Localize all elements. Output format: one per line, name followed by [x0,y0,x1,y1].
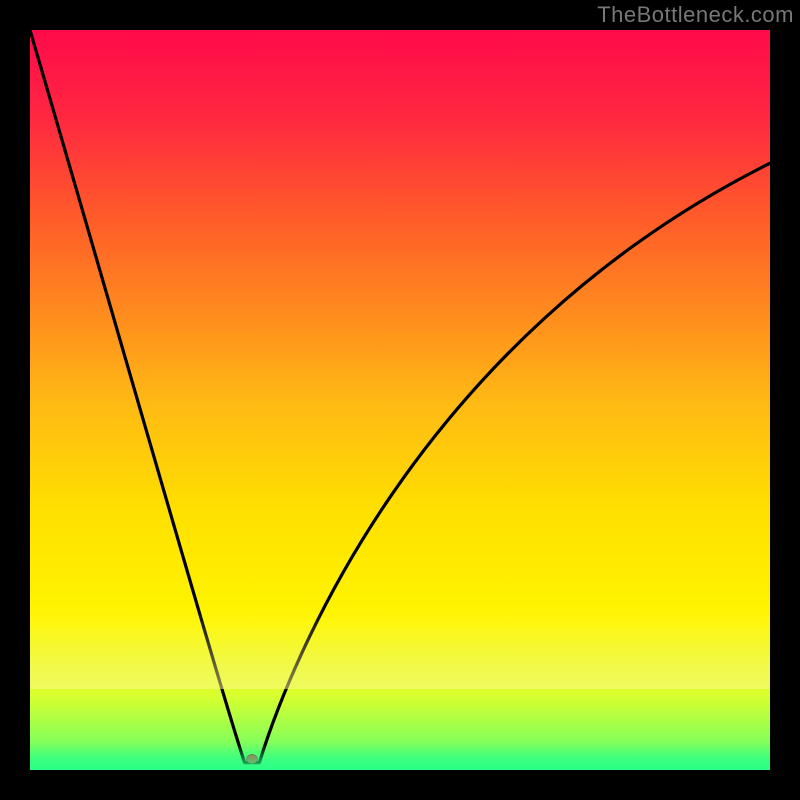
watermark-text: TheBottleneck.com [597,2,794,28]
gradient-background [30,30,770,770]
minimum-marker [247,754,258,763]
chart-container: TheBottleneck.com [0,0,800,800]
plot-svg [30,30,770,770]
plot-area [30,30,770,770]
